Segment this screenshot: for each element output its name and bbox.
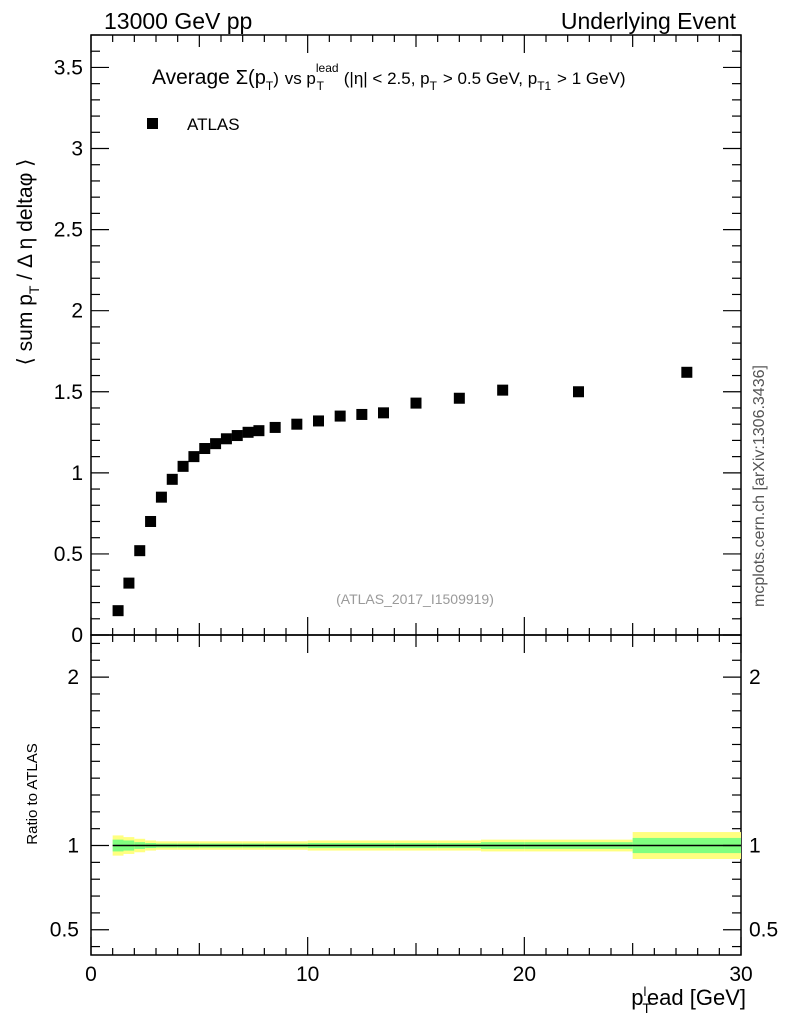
x-tick-label: 30 [729,963,752,986]
y-tick-label: 2 [71,300,83,323]
data-point [210,438,222,450]
x-tick-label: 0 [85,963,97,986]
x-tick-label: 10 [296,963,319,986]
data-point [220,433,232,445]
y-tick-label: 1 [67,835,79,858]
y-tick-label-right: 1 [749,835,761,858]
y-tick-label: 1.5 [54,381,83,404]
y-tick-label: 0.5 [50,919,79,942]
x-tick-labels: 0 10 20 30 [85,963,753,986]
data-point [269,421,281,433]
data-point [112,605,124,617]
side-note: mcplots.cern.ch [arXiv:1306.3436] [751,365,768,607]
bottom-panel-frame [90,634,742,956]
data-point [410,397,422,409]
data-point [166,473,178,485]
data-point [242,426,254,438]
bottom-axis-ticks [90,635,742,955]
y-tick-label: 2 [67,666,79,689]
data-point [177,460,189,472]
y-tick-label-right: 0.5 [749,919,778,942]
data-point [253,425,265,437]
data-point [681,366,693,378]
top-y-tick-labels: 0 0.5 1 1.5 2 2.5 3 3.5 [54,56,83,647]
data-point [453,392,465,404]
y-tick-label: 1 [71,462,83,485]
y-tick-label: 3 [71,138,83,161]
data-markers [112,366,693,617]
bottom-y-tick-labels: 0.5 0.5 1 1 2 2 [50,666,778,942]
data-point [313,415,324,427]
y-tick-label: 0 [71,624,83,647]
y-tick-label: 3.5 [54,56,83,79]
header-right: Underlying Event [560,8,736,34]
data-point [291,418,303,430]
chart-title: Average Σ(pT) vs plead T (|η| < 2.5, pT >… [152,61,626,95]
x-axis-label: pl Tead [GeV] [631,984,746,1016]
y-tick-label-right: 2 [749,666,761,689]
data-point [123,577,135,589]
top-axis-ticks [90,34,742,636]
legend-marker [147,118,158,129]
y-tick-label: 2.5 [54,219,83,242]
data-point [134,545,146,557]
data-point [378,407,389,419]
header-left: 13000 GeV pp [104,8,253,34]
legend-label: ATLAS [187,115,240,134]
y-tick-label: 0.5 [54,543,83,566]
top-y-axis-label: ⟨ sum pT / Δ η deltaφ ⟩ [14,159,42,366]
data-point [356,408,368,420]
data-point [188,451,200,463]
data-point [497,384,509,396]
data-point [145,515,157,527]
data-point [334,410,346,422]
data-point [231,430,243,442]
analysis-watermark: (ATLAS_2017_I1509919) [336,591,494,607]
data-point [573,386,584,398]
data-point [199,443,211,455]
bottom-y-axis-label: Ratio to ATLAS [24,743,41,844]
x-tick-label: 20 [513,963,536,986]
data-point [155,491,167,503]
